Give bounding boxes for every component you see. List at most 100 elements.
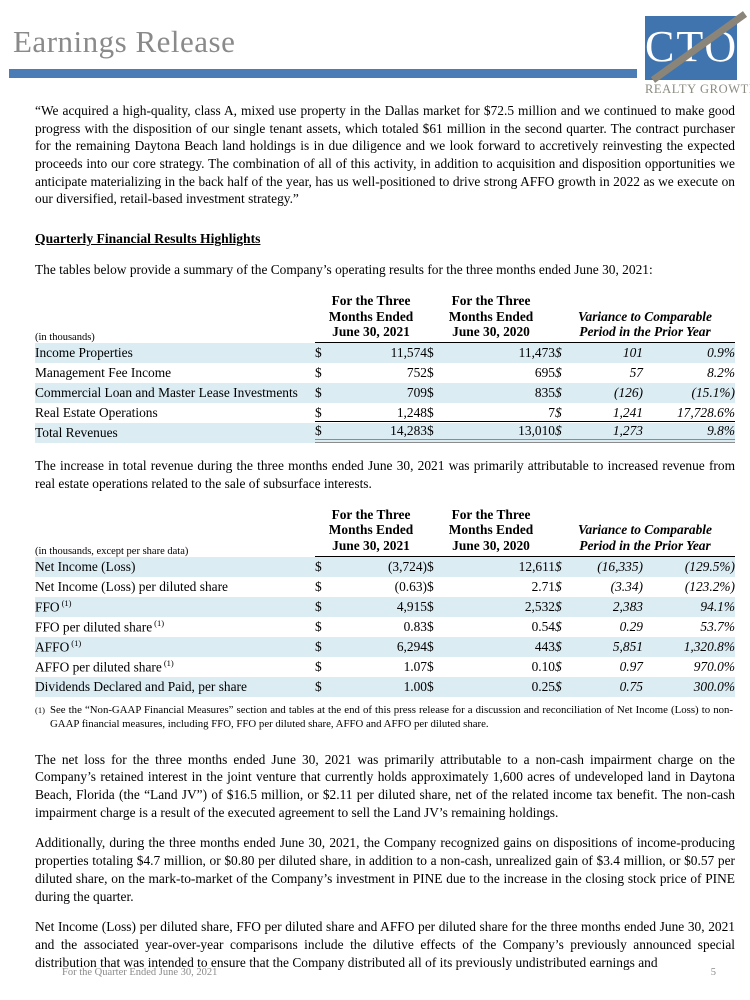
cell-percent: (123.2%): [684, 579, 736, 595]
currency-symbol: $: [427, 599, 434, 615]
cell-label: Dividends Declared and Paid, per share: [35, 679, 247, 695]
currency-symbol: $: [315, 385, 322, 401]
footnote-ref: (1): [163, 658, 174, 669]
footer-quarter-label: For the Quarter Ended June 30, 2021: [62, 967, 218, 978]
currency-symbol: $: [315, 423, 322, 439]
cell-variance: $0.29: [555, 619, 643, 635]
cell-percent: 300.0%: [693, 679, 736, 695]
cell-2020: $12,611: [427, 559, 555, 575]
cell-variance: $5,851: [555, 639, 643, 655]
cell-2020: $2.71: [427, 579, 555, 595]
cell-label: Net Income (Loss): [35, 559, 136, 575]
net-loss-paragraph: The net loss for the three months ended …: [35, 751, 735, 820]
cell-2021: $ (0.63): [315, 579, 427, 595]
cell-2020: $0.54: [427, 619, 555, 635]
table-header-row: (in thousands) For the Three Months Ende…: [35, 293, 736, 344]
cell-label: Commercial Loan and Master Lease Investm…: [35, 385, 298, 401]
currency-symbol: $: [427, 385, 434, 401]
cell-percent: 1,320.8%: [683, 639, 736, 655]
cell-variance: $1,241: [555, 404, 643, 422]
currency-symbol: $: [555, 659, 562, 675]
ceo-quote-paragraph: “We acquired a high-quality, class A, mi…: [35, 103, 735, 207]
cell-variance: $ (16,335): [555, 559, 643, 575]
cell-label: Net Income (Loss) per diluted share: [35, 579, 228, 595]
cell-2021: $4,915: [315, 599, 427, 615]
table-row: FFO (1) $4,915 $2,532 $2,383 94.1%: [35, 597, 736, 618]
cell-percent: 0.9%: [707, 345, 736, 361]
footnote-marker: (1): [35, 705, 45, 716]
cell-2020: $0.25: [427, 679, 555, 695]
cell-variance: $ (3.34): [555, 579, 643, 595]
cell-2021: $1.00: [315, 679, 427, 695]
table-header-row: (in thousands, except per share data) Fo…: [35, 507, 736, 558]
cell-2021: $0.83: [315, 619, 427, 635]
cell-2021: $709: [315, 385, 427, 401]
currency-symbol: $: [427, 659, 434, 675]
cell-2020: $2,532: [427, 599, 555, 615]
footnote-ref: (1): [154, 618, 165, 629]
currency-symbol: $: [315, 659, 322, 675]
cell-percent: 970.0%: [693, 659, 736, 675]
currency-symbol: $: [427, 679, 434, 695]
cell-label: Real Estate Operations: [35, 405, 158, 421]
table-row: Commercial Loan and Master Lease Investm…: [35, 383, 736, 404]
currency-symbol: $: [555, 599, 562, 615]
cell-2020: $0.10: [427, 659, 555, 675]
currency-symbol: $: [555, 679, 562, 695]
cell-label: Total Revenues: [35, 425, 118, 441]
cell-2021: $1.07: [315, 659, 427, 675]
table-row: Net Income (Loss) $ (3,724) $12,611 $ (16,…: [35, 557, 736, 578]
header-rule-bar: [9, 69, 637, 78]
table-row: AFFO (1) $6,294 $443 $5,851 1,320.8%: [35, 637, 736, 658]
column-header-variance: Variance to Comparable Period in the Pri…: [555, 507, 736, 558]
currency-symbol: $: [427, 579, 434, 595]
cell-2021: $ (3,724): [315, 559, 427, 575]
cell-label: Management Fee Income: [35, 365, 172, 381]
logo-caption: REALTY GROWTH: [645, 82, 750, 96]
cell-2021: $752: [315, 365, 427, 381]
currency-symbol: $: [427, 365, 434, 381]
currency-symbol: $: [555, 365, 562, 381]
currency-symbol: $: [315, 679, 322, 695]
dilutive-effects-paragraph: Net Income (Loss) per diluted share, FFO…: [35, 919, 735, 970]
currency-symbol: $: [427, 404, 434, 420]
currency-symbol: $: [315, 404, 322, 420]
column-header-variance: Variance to Comparable Period in the Pri…: [555, 293, 736, 344]
cell-percent: 17,728.6%: [643, 403, 736, 423]
currency-symbol: $: [555, 345, 562, 361]
unit-label: (in thousands): [35, 332, 95, 344]
page-footer: For the Quarter Ended June 30, 2021 5: [62, 967, 716, 978]
cell-percent: (129.5%): [684, 559, 736, 575]
earnings-table: (in thousands, except per share data) Fo…: [35, 507, 736, 698]
table-row: Dividends Declared and Paid, per share $…: [35, 677, 736, 698]
cell-variance: $1,273: [555, 423, 643, 444]
table-total-row: Total Revenues $14,283 $13,010 $1,273 9.…: [35, 423, 736, 444]
revenues-table: (in thousands) For the Three Months Ende…: [35, 293, 736, 444]
table-row: Income Properties $11,574 $11,473 $101 0…: [35, 343, 736, 364]
currency-symbol: $: [427, 639, 434, 655]
cell-2020: $443: [427, 639, 555, 655]
page-number: 5: [710, 967, 716, 978]
company-logo: CTO REALTY GROWTH: [645, 11, 750, 97]
cell-label: AFFO (1): [35, 638, 82, 655]
cell-variance: $ (126): [555, 385, 643, 401]
currency-symbol: $: [315, 345, 322, 361]
logo-acronym: CTO: [645, 22, 739, 71]
cell-variance: $101: [555, 345, 643, 361]
currency-symbol: $: [427, 423, 434, 439]
currency-symbol: $: [315, 619, 322, 635]
cell-2021: $11,574: [315, 345, 427, 361]
page-header: Earnings Release CTO REALTY GROWTH: [0, 0, 750, 96]
currency-symbol: $: [315, 365, 322, 381]
document-body: “We acquired a high-quality, class A, mi…: [0, 102, 750, 971]
cell-variance: $0.75: [555, 679, 643, 695]
currency-symbol: $: [427, 345, 434, 361]
tables-intro-paragraph: The tables below provide a summary of th…: [35, 262, 653, 278]
cell-2021: $1,248: [315, 404, 427, 422]
cell-percent: 94.1%: [700, 599, 736, 615]
currency-symbol: $: [555, 579, 562, 595]
currency-symbol: $: [555, 385, 562, 401]
column-header-2021: For the Three Months Ended June 30, 2021: [315, 507, 427, 558]
footnote-ref: (1): [61, 598, 72, 609]
